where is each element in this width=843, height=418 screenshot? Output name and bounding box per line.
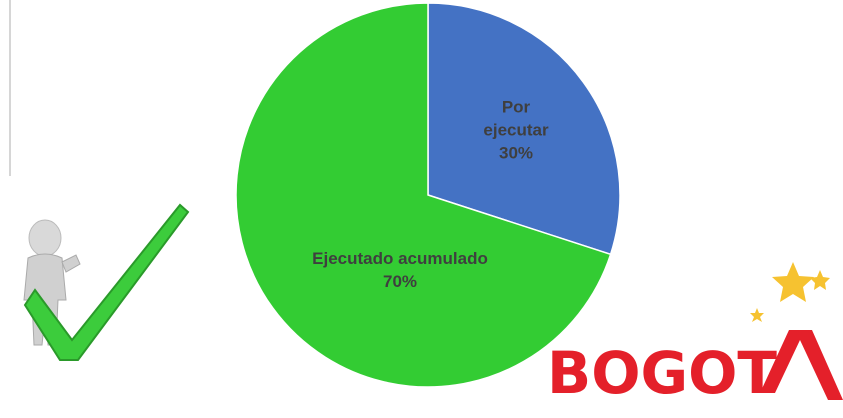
slice-value: 30% [498,143,534,163]
logo: BOGOT [547,262,843,407]
slice-label: Ejecutado acumulado 70% [270,247,530,293]
figure-with-check [23,203,190,361]
logo-text: BOGOT [547,339,777,407]
pie-slice [235,2,612,388]
slice-label: Por ejecutar 30% [471,96,561,165]
pie-slice [427,2,621,256]
slice-value: 70% [382,272,418,291]
slice-category: Ejecutado acumulado [312,249,488,268]
slice-category: Por ejecutar [483,97,549,140]
